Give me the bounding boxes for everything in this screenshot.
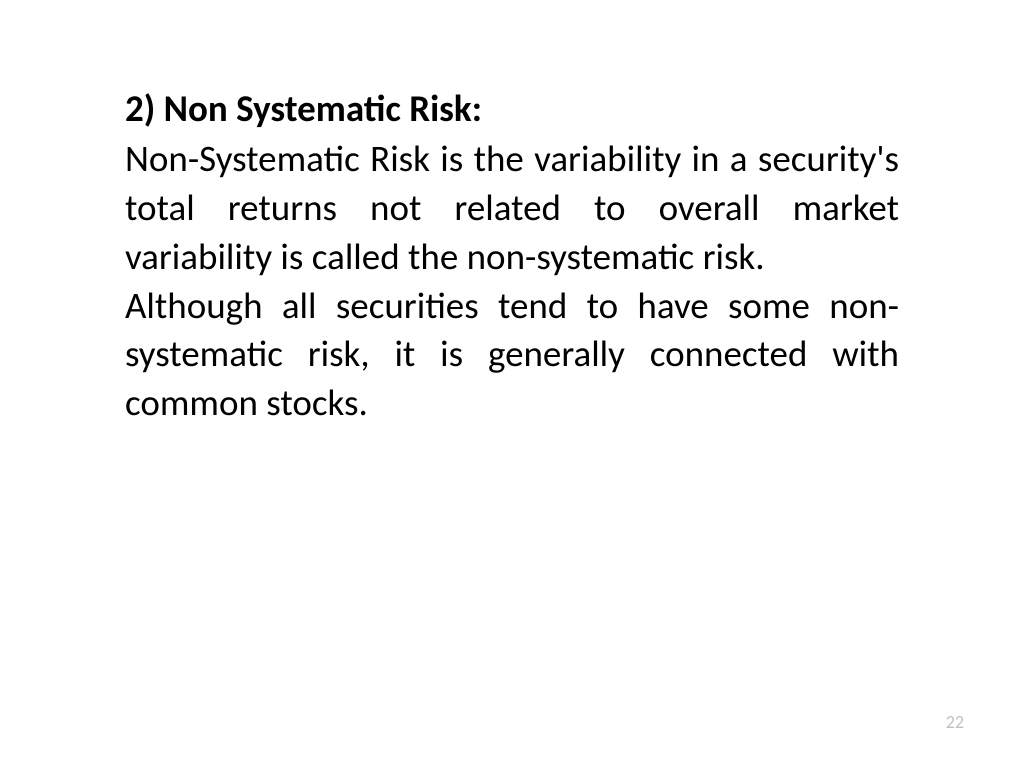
slide-paragraph-1: Non-Systematic Risk is the variability i… bbox=[125, 135, 899, 281]
page-number: 22 bbox=[946, 711, 964, 733]
slide-paragraph-2: Although all securities tend to have som… bbox=[125, 282, 899, 428]
slide-heading: 2) Non Systematic Risk: bbox=[125, 85, 899, 133]
slide-content: 2) Non Systematic Risk: Non-Systematic R… bbox=[0, 0, 1024, 428]
